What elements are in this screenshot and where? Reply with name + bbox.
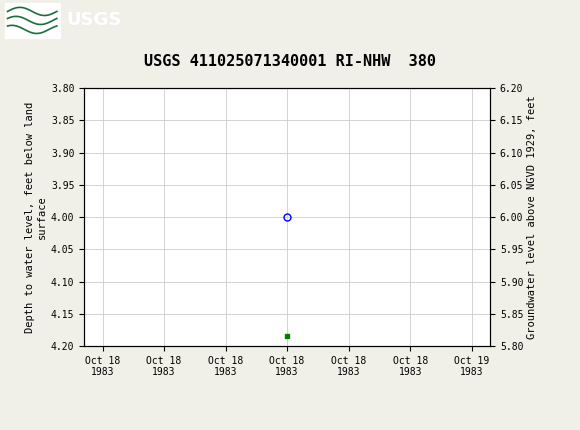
Text: USGS 411025071340001 RI-NHW  380: USGS 411025071340001 RI-NHW 380	[144, 54, 436, 69]
Y-axis label: Groundwater level above NGVD 1929, feet: Groundwater level above NGVD 1929, feet	[527, 95, 538, 339]
Y-axis label: Depth to water level, feet below land
surface: Depth to water level, feet below land su…	[25, 101, 47, 333]
Text: USGS: USGS	[67, 12, 122, 29]
Bar	[5, 3, 60, 37]
